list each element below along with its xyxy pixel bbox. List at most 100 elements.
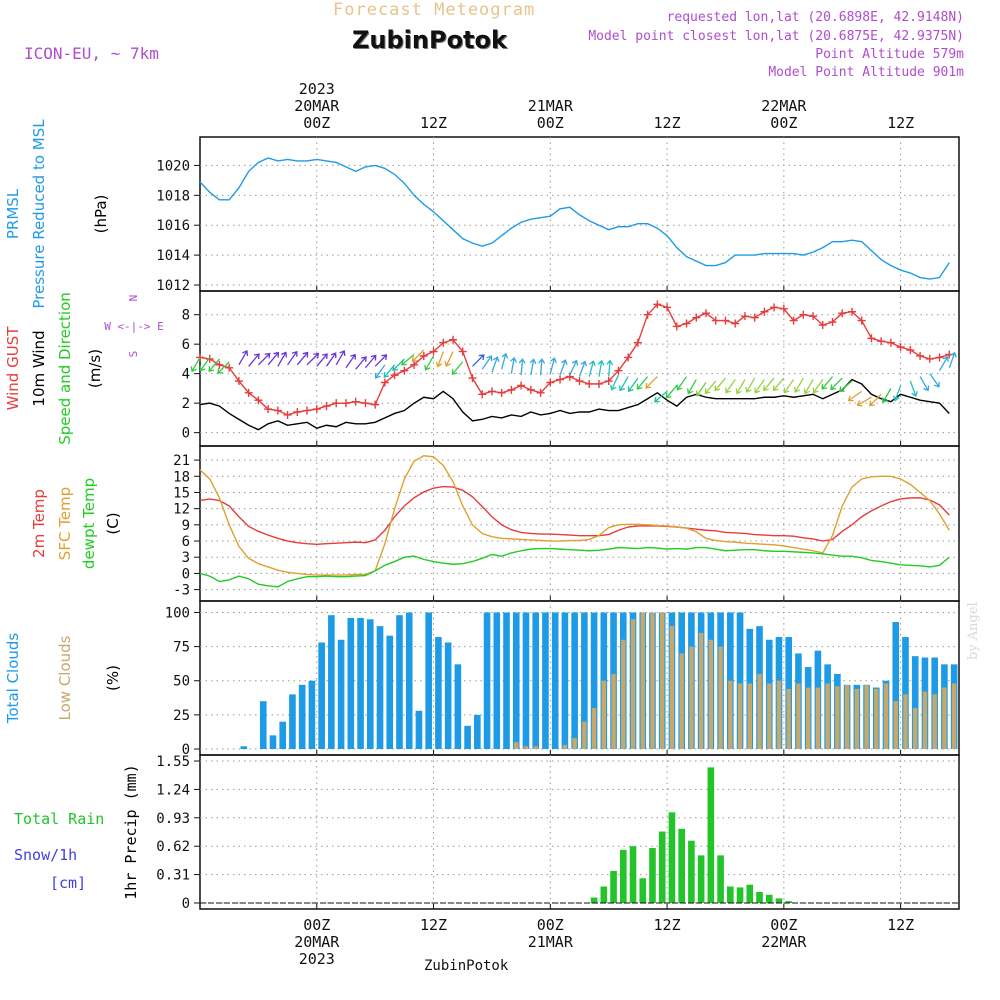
bar-total (289, 694, 296, 749)
gust-marker (770, 303, 779, 312)
wind-arrow (597, 359, 605, 377)
wind-arrow (199, 357, 211, 372)
bar-low (825, 683, 830, 749)
bar-total (571, 612, 578, 749)
top-time-label: 22MAR (761, 97, 807, 115)
bar-total (318, 642, 325, 749)
wind-arrow (355, 356, 367, 370)
bar-rain (775, 898, 783, 903)
axis-label-clouds: Total Clouds (4, 633, 22, 725)
bar-total (444, 642, 452, 749)
bar-rain (736, 887, 744, 903)
wind-arrow (893, 385, 902, 402)
author-credit: by Angel (966, 602, 981, 660)
bottom-time-label: 22MAR (761, 933, 807, 951)
bar-low (757, 673, 762, 749)
bar-rain (688, 840, 695, 903)
wind-arrow (345, 353, 356, 369)
wind-arrow (696, 382, 707, 397)
wind-arrow (948, 351, 957, 368)
axis-label-pressure: Pressure Reduced to MSL (30, 119, 48, 309)
wind-arrow (472, 354, 485, 367)
y-tick-label: 1.55 (156, 754, 190, 770)
compass-we: W <-|-> E (104, 320, 164, 333)
wind-arrow (374, 364, 386, 379)
wind-arrow (704, 380, 717, 395)
y-tick-label: 12 (173, 502, 190, 518)
bar-low (611, 673, 616, 749)
y-tick-label: 3 (182, 550, 190, 566)
bar-total (415, 710, 423, 749)
bar-low (796, 683, 801, 749)
bar-low (951, 683, 957, 749)
wind-arrow (636, 376, 649, 390)
y-tick-label: 1012 (156, 278, 190, 294)
wind-arrow (296, 351, 309, 366)
wind-arrow (435, 351, 444, 368)
wind-arrow (374, 354, 388, 367)
bar-total (279, 721, 287, 749)
wind-arrow (838, 380, 853, 393)
bar-low (679, 653, 684, 749)
bottom-time-label: 20MAR (294, 933, 340, 951)
bottom-time-label: 00Z (303, 916, 330, 934)
wind-arrow (257, 352, 271, 366)
gust-marker (351, 397, 360, 406)
wind-arrow (411, 349, 425, 363)
bar-low (640, 612, 645, 749)
gust-marker (740, 312, 749, 321)
y-tick-label: 1018 (156, 188, 190, 204)
series-dewpt (199, 546, 950, 588)
wind-arrow (754, 379, 765, 394)
bar-rain (668, 812, 676, 903)
bar-rain (590, 897, 598, 903)
wind-arrow (847, 390, 863, 402)
bar-low (650, 612, 655, 749)
wind-arrow (812, 379, 824, 394)
wind-arrow (618, 376, 629, 392)
bar-low (591, 708, 597, 749)
wind-arrow (783, 379, 795, 394)
bar-low (689, 646, 694, 749)
top-time-label: 00Z (770, 114, 797, 132)
wind-arrow (745, 377, 756, 393)
wind-arrow (491, 356, 500, 373)
wind-arrow (909, 380, 918, 398)
gust-marker (867, 334, 876, 343)
gust-marker (546, 378, 555, 387)
wind-arrow (190, 357, 201, 373)
wind-arrow (481, 355, 493, 370)
bar-total (581, 612, 588, 749)
gust-marker (624, 353, 633, 362)
gust-marker (468, 374, 477, 383)
gust-marker (594, 379, 603, 388)
bar-rain (707, 767, 715, 903)
bar-rain (600, 886, 608, 903)
gust-marker (410, 360, 419, 369)
wind-arrow (424, 355, 435, 371)
bar-low (903, 694, 908, 749)
gust-marker (663, 303, 672, 312)
gust-marker (935, 353, 944, 362)
gust-marker (332, 399, 341, 408)
bar-low (874, 688, 879, 749)
gust-marker (925, 354, 934, 363)
bar-rain (746, 884, 754, 903)
top-time-label: 12Z (654, 114, 681, 132)
closest-point: Model point closest lon,lat (20.6875E, 4… (588, 29, 964, 44)
wind-arrow (794, 377, 804, 393)
wind-arrow (549, 357, 557, 374)
bar-total (405, 612, 413, 749)
gust-marker (439, 338, 448, 347)
wind-arrow (444, 351, 454, 368)
y-tick-label: 6 (182, 534, 190, 550)
top-time-label: 00Z (303, 114, 330, 132)
axis-label-clouds: (%) (104, 665, 122, 691)
y-tick-label: 75 (173, 640, 190, 656)
wind-arrow (316, 353, 328, 367)
gust-marker (429, 347, 438, 356)
y-tick-label: 21 (173, 453, 190, 469)
bar-total (561, 612, 569, 749)
bar-rain (639, 878, 647, 903)
wind-arrow (606, 359, 614, 377)
